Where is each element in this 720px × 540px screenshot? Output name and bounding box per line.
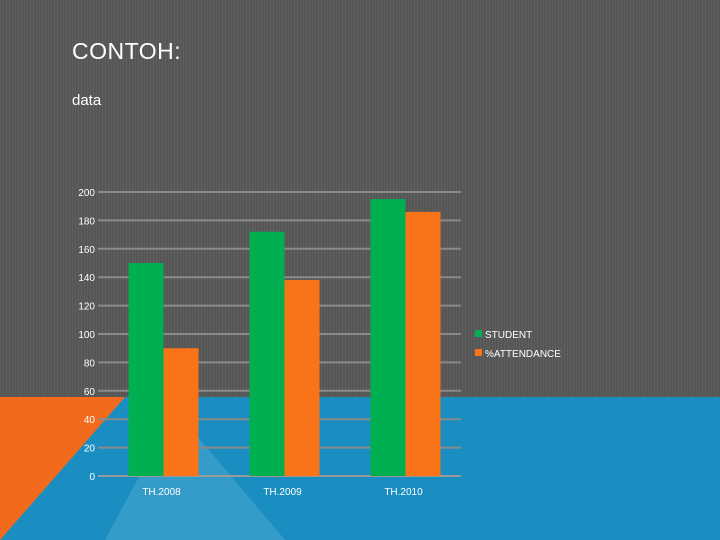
x-tick-label: TH.2010	[384, 487, 423, 498]
x-axis-ticks: TH.2008 TH.2009 TH.2010	[142, 487, 423, 498]
chart-bars	[128, 199, 441, 476]
legend-label: %ATTENDANCE	[485, 349, 561, 360]
bar-attendance-th2009	[284, 280, 320, 476]
bar-student-th2010	[370, 199, 406, 476]
x-tick-label: TH.2008	[142, 487, 181, 498]
chart-legend: STUDENT %ATTENDANCE	[475, 330, 561, 360]
bar-student-th2009	[249, 231, 285, 476]
y-tick-label: 200	[78, 188, 95, 199]
y-tick-label: 60	[84, 387, 96, 398]
y-tick-label: 40	[84, 415, 96, 426]
y-tick-label: 100	[78, 330, 95, 341]
y-tick-label: 20	[84, 444, 96, 455]
y-tick-label: 140	[78, 273, 95, 284]
bar-student-th2008	[128, 263, 164, 476]
y-tick-label: 80	[84, 358, 96, 369]
bar-attendance-th2008	[163, 348, 199, 476]
orange-triangle	[0, 397, 125, 540]
y-tick-label: 120	[78, 302, 95, 313]
bar-attendance-th2010	[405, 211, 441, 476]
y-tick-label: 0	[89, 472, 95, 483]
legend-swatch	[475, 330, 482, 337]
y-tick-label: 160	[78, 245, 95, 256]
x-tick-label: TH.2009	[263, 487, 302, 498]
legend-label: STUDENT	[485, 330, 532, 341]
y-axis-ticks: 0 20 40 60 80 100 120 140 160 180 200	[78, 188, 95, 483]
slide-subtitle: data	[72, 92, 102, 109]
legend-swatch	[475, 349, 482, 356]
y-tick-label: 180	[78, 216, 95, 227]
slide-title: CONTOH:	[72, 38, 182, 64]
